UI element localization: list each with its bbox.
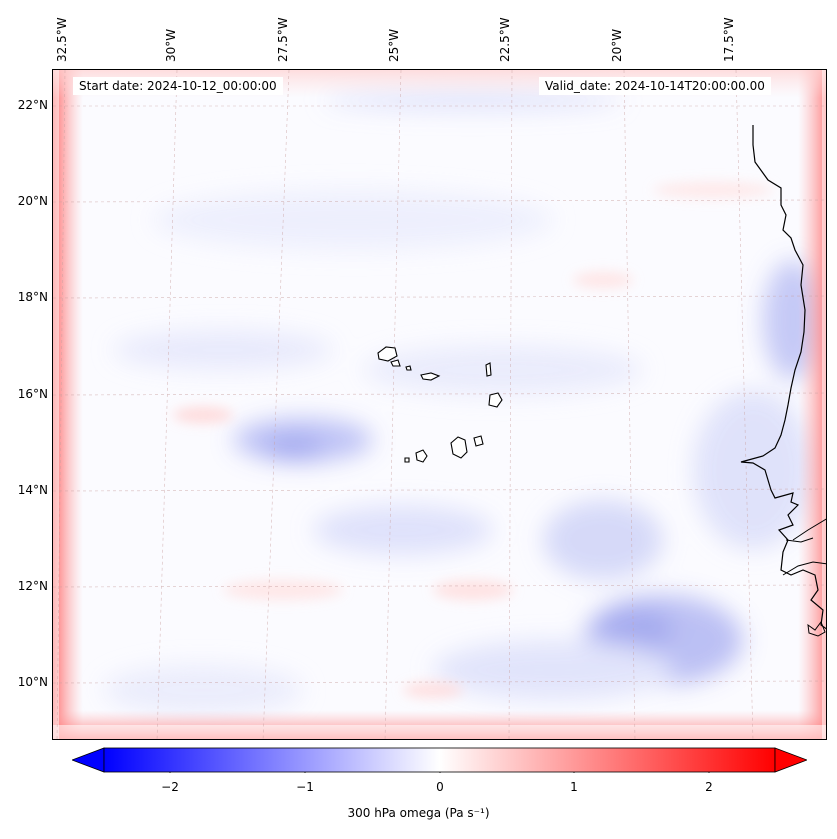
positive-omega-patches	[173, 182, 773, 698]
cape-verde-islands	[377, 346, 503, 463]
colorbar-max-extension	[774, 747, 807, 773]
colorbar-min-extension	[72, 747, 105, 773]
graticule	[53, 70, 826, 739]
start-date-label: Start date: 2024-10-12_00:00:00	[73, 77, 283, 95]
colorbar-tick-label: 0	[436, 780, 444, 794]
lon-label: 17.5°W	[722, 17, 736, 62]
lon-label: 25°W	[387, 28, 401, 62]
map-panel[interactable]	[52, 69, 827, 740]
colorbar-tick-label: 1	[570, 780, 578, 794]
lat-label: 18°N	[17, 290, 48, 304]
lat-label: 16°N	[17, 387, 48, 401]
lon-label: 32.5°W	[55, 17, 69, 62]
lon-label: 20°W	[610, 28, 624, 62]
colorbar-tick-label: −1	[296, 780, 314, 794]
colorbar	[72, 747, 807, 773]
lat-label: 22°N	[17, 98, 48, 112]
colorbar-tick-label: −2	[161, 780, 179, 794]
omega-field-map	[53, 70, 826, 739]
valid-date-label: Valid_date: 2024-10-14T20:00:00.00	[539, 77, 771, 95]
colorbar-body	[103, 747, 776, 773]
lat-label: 12°N	[17, 579, 48, 593]
colorbar-label: 300 hPa omega (Pa s⁻¹)	[347, 806, 490, 820]
africa-coastline	[740, 125, 826, 630]
lon-label: 27.5°W	[276, 17, 290, 62]
lon-label: 22.5°W	[498, 17, 512, 62]
lat-label: 10°N	[17, 675, 48, 689]
lat-label: 20°N	[17, 194, 48, 208]
lat-label: 14°N	[17, 483, 48, 497]
lon-label: 30°W	[164, 28, 178, 62]
colorbar-tick-label: 2	[705, 780, 713, 794]
